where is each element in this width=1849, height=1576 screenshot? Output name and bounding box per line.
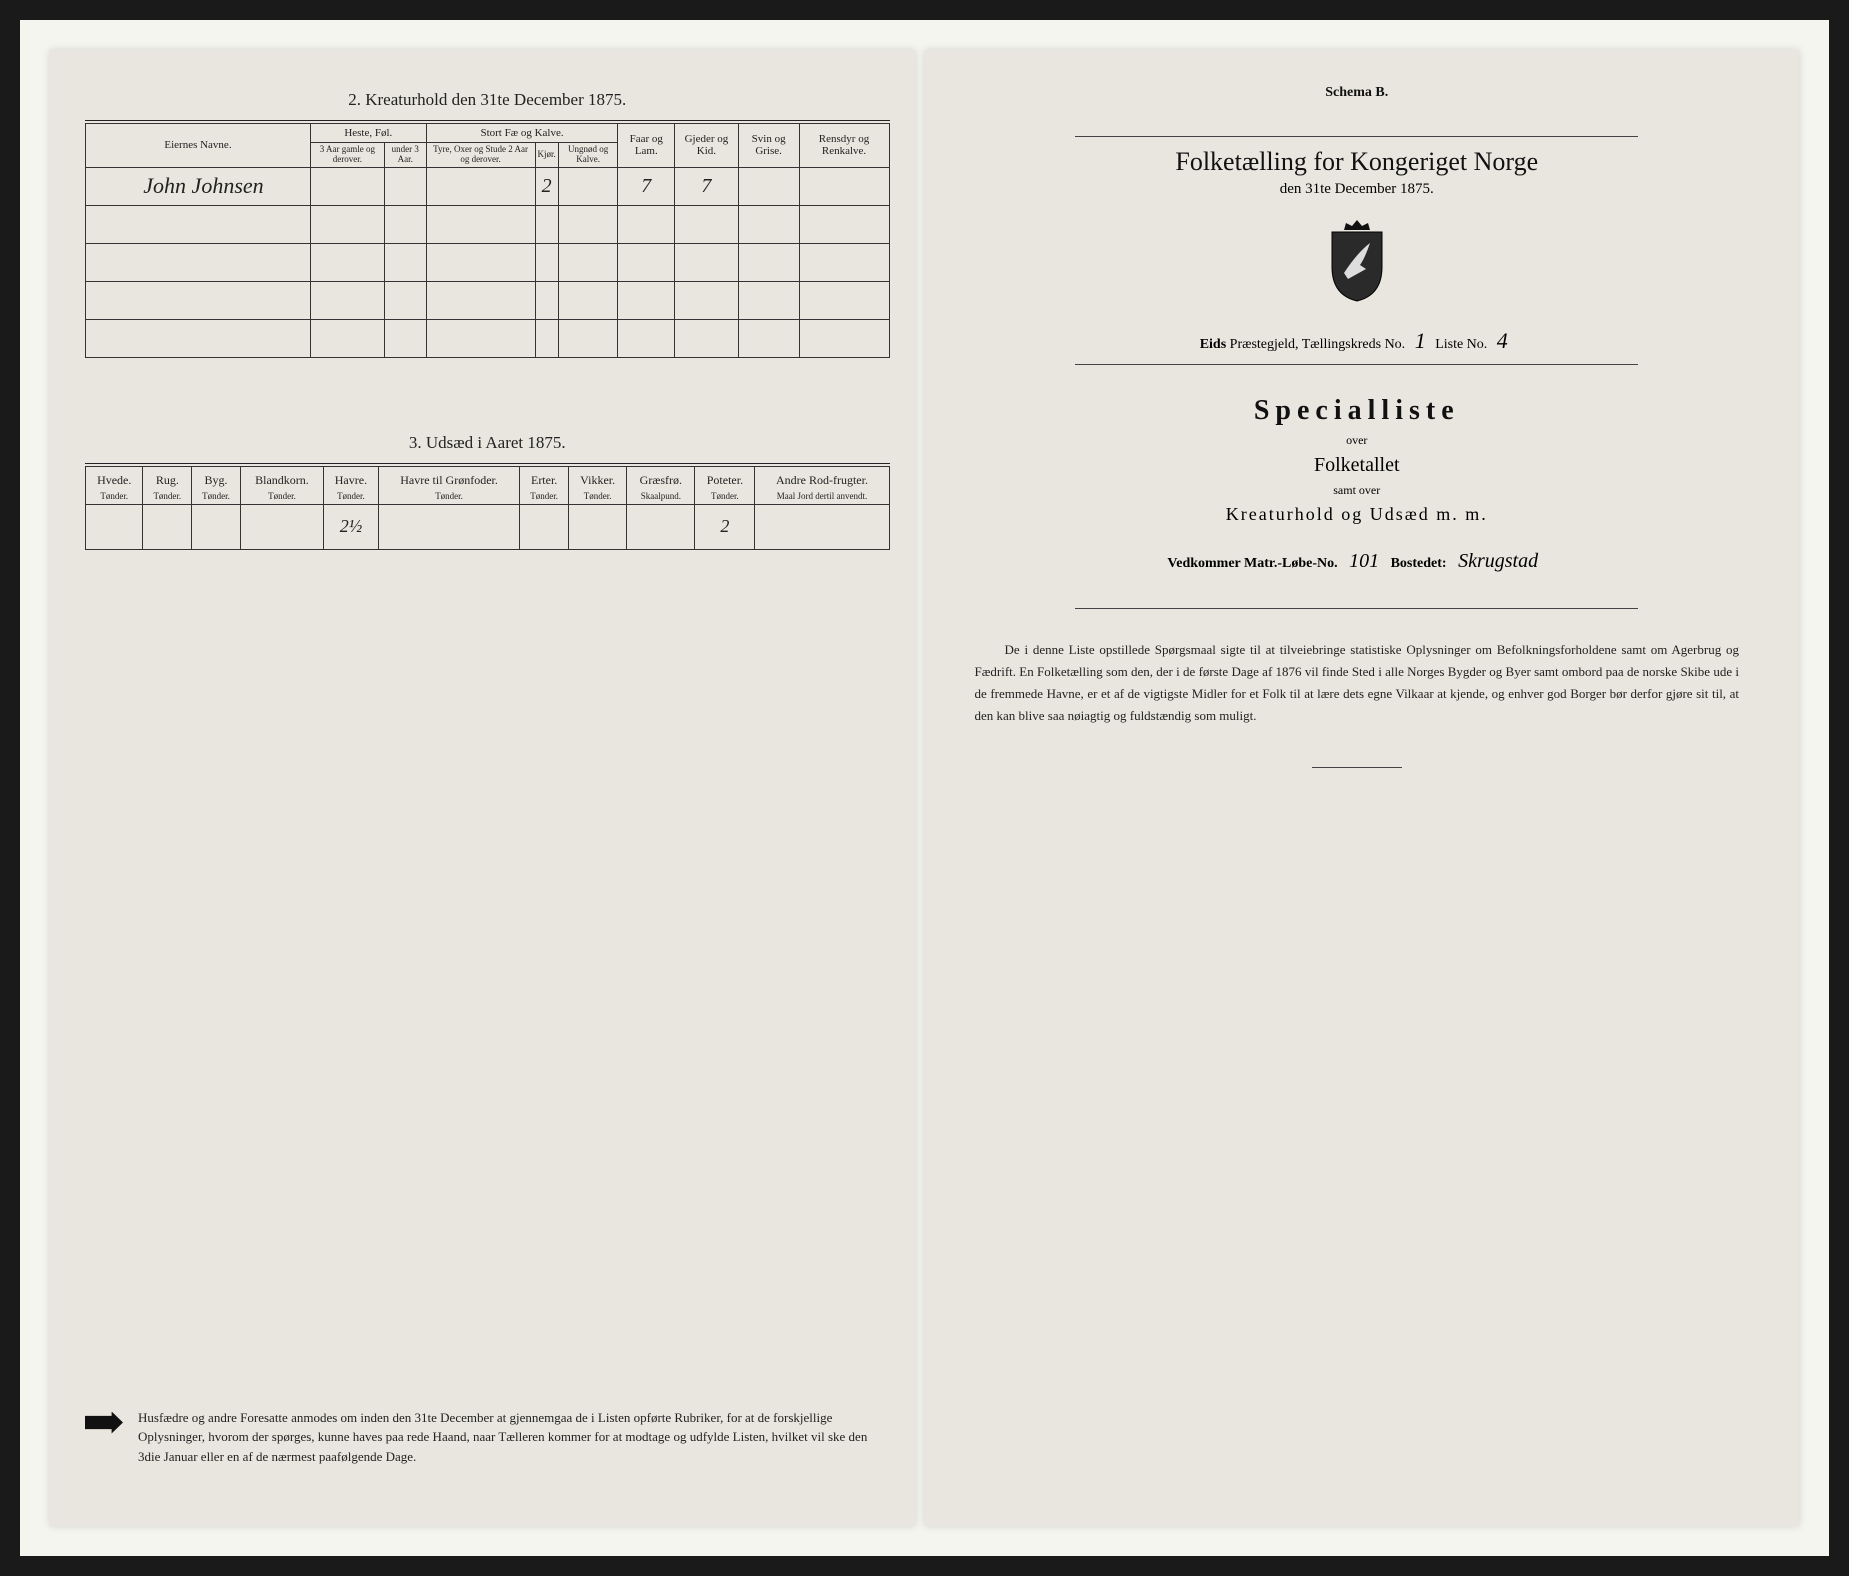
col-goat: Gjeder og Kid. (675, 124, 739, 168)
folketallet-label: Folketallet (955, 454, 1760, 477)
parish-prefix: Eids (1200, 337, 1226, 352)
col-owner: Eiernes Navne. (86, 124, 311, 168)
kreatur-label: Kreaturhold og Udsæd m. m. (955, 504, 1760, 525)
c6: Havre til Grønfoder.Tønder. (378, 466, 519, 504)
schema-label: Schema B. (955, 85, 1760, 101)
val-kjor: 2 (535, 167, 558, 205)
matr-label: Vedkommer Matr.-Løbe-No. (1167, 556, 1341, 571)
val-gjeder: 7 (675, 167, 739, 205)
rule (85, 463, 890, 464)
liste-label: Liste No. (1432, 337, 1491, 352)
rule (85, 120, 890, 121)
c7: Erter.Tønder. (520, 466, 569, 504)
rule (1075, 136, 1638, 137)
val-poteter: 2 (695, 504, 755, 549)
col-horse-group: Heste, Føl. (310, 124, 426, 143)
matr-line: Vedkommer Matr.-Løbe-No. 101 Bostedet: S… (955, 550, 1760, 573)
table-row: John Johnsen 2 7 7 (86, 167, 890, 205)
census-date: den 31te December 1875. (955, 181, 1760, 198)
sub-h1: 3 Aar gamle og derover. (310, 143, 384, 168)
specialliste-title: Specialliste (955, 395, 1760, 427)
rule (1075, 364, 1638, 365)
kreds-no: 1 (1415, 328, 1426, 353)
bostedet-value: Skrugstad (1458, 550, 1538, 572)
census-title: Folketælling for Kongeriget Norge (955, 147, 1760, 177)
seed-table: Hvede.Tønder. Rug.Tønder. Byg.Tønder. Bl… (85, 466, 890, 550)
rule (1075, 608, 1638, 609)
table-row (86, 243, 890, 281)
c1: Hvede.Tønder. (86, 466, 143, 504)
table-row (86, 319, 890, 357)
sub-h2: under 3 Aar. (384, 143, 426, 168)
col-reindeer: Rensdyr og Renkalve. (799, 124, 889, 168)
liste-no: 4 (1497, 328, 1508, 353)
val-faar: 7 (618, 167, 675, 205)
livestock-table: Eiernes Navne. Heste, Føl. Stort Fæ og K… (85, 123, 890, 358)
c10: Poteter.Tønder. (695, 466, 755, 504)
table-row (86, 205, 890, 243)
over-label: over (955, 433, 1760, 448)
sub-c3: Ungnød og Kalve. (558, 143, 618, 168)
section-2-title: 2. Kreaturhold den 31te December 1875. (85, 90, 890, 110)
c9: Græsfrø.Skaalpund. (627, 466, 695, 504)
bostedet-label: Bostedet: (1387, 556, 1450, 571)
coat-of-arms-icon (1322, 218, 1392, 303)
section-3-title: 3. Udsæd i Aaret 1875. (85, 433, 890, 453)
rule (1312, 767, 1402, 768)
table-row: 2½ 2 (86, 504, 890, 549)
document-frame: 2. Kreaturhold den 31te December 1875. E… (20, 20, 1829, 1556)
c5: Havre.Tønder. (324, 466, 379, 504)
description-paragraph: De i denne Liste opstillede Spørgsmaal s… (975, 639, 1740, 727)
col-pig: Svin og Grise. (738, 124, 799, 168)
sub-c1: Tyre, Oxer og Stude 2 Aar og derover. (426, 143, 535, 168)
right-page: Schema B. Folketælling for Kongeriget No… (925, 50, 1800, 1526)
c2: Rug.Tønder. (143, 466, 192, 504)
col-cattle-group: Stort Fæ og Kalve. (426, 124, 618, 143)
c4: Blandkorn.Tønder. (240, 466, 323, 504)
samt-label: samt over (955, 483, 1760, 498)
book-spread: 2. Kreaturhold den 31te December 1875. E… (50, 50, 1799, 1526)
pointing-hand-icon (85, 1412, 123, 1434)
instruction-note: Husfædre og andre Foresatte anmodes om i… (85, 1408, 880, 1467)
c3: Byg.Tønder. (192, 466, 241, 504)
table-row (86, 281, 890, 319)
matr-no: 101 (1349, 550, 1379, 572)
owner-name: John Johnsen (86, 167, 311, 205)
val-havre: 2½ (324, 504, 379, 549)
sub-c2: Kjør. (535, 143, 558, 168)
parish-label: Præstegjeld, Tællingskreds No. (1226, 337, 1409, 352)
c8: Vikker.Tønder. (569, 466, 627, 504)
c11: Andre Rod-frugter.Maal Jord dertil anven… (755, 466, 889, 504)
note-text: Husfædre og andre Foresatte anmodes om i… (138, 1408, 880, 1467)
left-page: 2. Kreaturhold den 31te December 1875. E… (50, 50, 915, 1526)
col-sheep: Faar og Lam. (618, 124, 675, 168)
parish-line: Eids Præstegjeld, Tællingskreds No. 1 Li… (955, 328, 1760, 354)
